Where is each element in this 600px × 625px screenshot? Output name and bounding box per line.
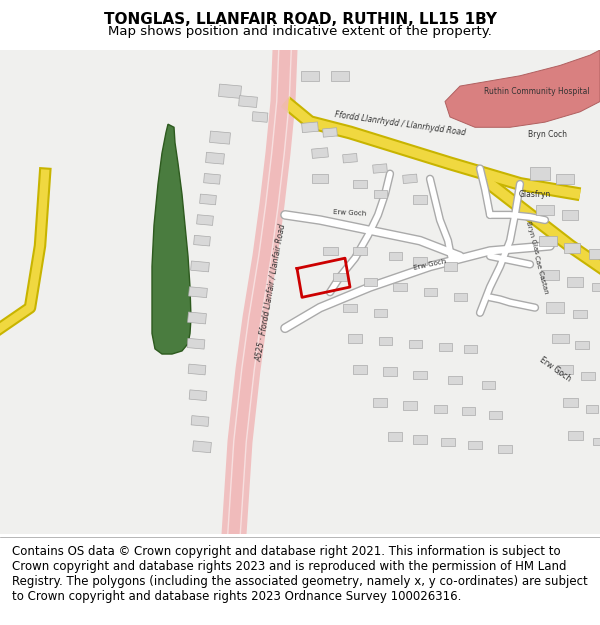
Bar: [353, 366, 367, 374]
Polygon shape: [152, 124, 191, 354]
Text: Erw Goch: Erw Goch: [333, 209, 367, 217]
Bar: [530, 168, 550, 180]
Bar: [323, 127, 337, 137]
Bar: [413, 257, 427, 266]
Bar: [187, 338, 205, 349]
Bar: [191, 261, 209, 272]
Bar: [301, 71, 319, 81]
Bar: [546, 302, 564, 312]
Bar: [379, 336, 392, 345]
Bar: [593, 438, 600, 445]
Bar: [498, 445, 512, 453]
Bar: [188, 364, 206, 375]
Bar: [353, 247, 367, 255]
Text: Erw Goch: Erw Goch: [538, 356, 572, 384]
Bar: [557, 365, 573, 374]
Bar: [575, 341, 589, 349]
Polygon shape: [445, 50, 600, 127]
Text: Erw Goch: Erw Goch: [413, 258, 447, 271]
Bar: [413, 371, 427, 379]
Text: Glasfryn: Glasfryn: [519, 190, 551, 199]
Bar: [323, 247, 337, 255]
Bar: [189, 390, 207, 401]
Bar: [441, 438, 455, 446]
Bar: [206, 152, 224, 164]
Bar: [568, 431, 583, 440]
Bar: [343, 304, 357, 312]
Text: Bryn Coch: Bryn Coch: [529, 130, 568, 139]
Text: Map shows position and indicative extent of the property.: Map shows position and indicative extent…: [108, 24, 492, 38]
Bar: [586, 404, 598, 412]
Bar: [403, 401, 417, 409]
Bar: [541, 269, 559, 280]
Bar: [389, 252, 401, 260]
Bar: [448, 376, 462, 384]
Text: Cae Castan: Cae Castan: [533, 255, 549, 294]
Text: A525 · Ffordd Llanfair / Llanfair Road: A525 · Ffordd Llanfair / Llanfair Road: [254, 222, 287, 362]
Bar: [373, 190, 386, 198]
Bar: [551, 334, 569, 343]
Text: Ffordd Llanrhydd / Llanrhydd Road: Ffordd Llanrhydd / Llanrhydd Road: [334, 111, 466, 138]
Bar: [252, 112, 268, 123]
Bar: [573, 310, 587, 318]
Bar: [564, 243, 580, 252]
Bar: [454, 293, 467, 301]
Bar: [373, 164, 388, 173]
Bar: [443, 262, 457, 271]
Bar: [592, 283, 600, 291]
Bar: [439, 342, 452, 351]
Bar: [343, 154, 358, 163]
Bar: [424, 288, 437, 296]
Bar: [468, 441, 482, 449]
Bar: [200, 194, 217, 205]
Bar: [393, 283, 407, 291]
Bar: [464, 345, 476, 353]
Bar: [433, 404, 446, 412]
Bar: [388, 432, 402, 441]
Bar: [413, 195, 427, 204]
Bar: [203, 174, 220, 184]
Bar: [312, 174, 328, 184]
Bar: [488, 411, 502, 419]
Bar: [409, 339, 421, 348]
Bar: [567, 278, 583, 286]
Bar: [194, 236, 211, 246]
Bar: [581, 371, 595, 380]
Text: Contains OS data © Crown copyright and database right 2021. This information is : Contains OS data © Crown copyright and d…: [12, 545, 588, 603]
Bar: [373, 309, 386, 317]
Bar: [589, 249, 600, 259]
Bar: [539, 236, 557, 246]
Bar: [373, 398, 387, 407]
Bar: [218, 84, 241, 98]
Bar: [311, 148, 328, 158]
Bar: [556, 174, 574, 184]
Bar: [383, 368, 397, 376]
Bar: [536, 204, 554, 215]
Bar: [413, 436, 427, 444]
Bar: [563, 398, 577, 407]
Text: Bryn Glas: Bryn Glas: [525, 221, 539, 254]
Bar: [193, 441, 211, 452]
Bar: [461, 407, 475, 415]
Bar: [197, 215, 214, 226]
Bar: [348, 334, 362, 342]
Bar: [191, 416, 209, 426]
Bar: [403, 174, 418, 184]
Bar: [364, 278, 377, 286]
Bar: [239, 96, 257, 108]
Bar: [331, 71, 349, 81]
Bar: [188, 312, 206, 324]
Bar: [353, 180, 367, 188]
Bar: [302, 122, 319, 132]
Bar: [562, 210, 578, 219]
Text: Ruthin Community Hospital: Ruthin Community Hospital: [484, 87, 590, 96]
Bar: [209, 131, 230, 144]
Text: TONGLAS, LLANFAIR ROAD, RUTHIN, LL15 1BY: TONGLAS, LLANFAIR ROAD, RUTHIN, LL15 1BY: [104, 12, 497, 28]
Bar: [333, 272, 347, 281]
Bar: [188, 287, 208, 298]
Bar: [482, 381, 494, 389]
